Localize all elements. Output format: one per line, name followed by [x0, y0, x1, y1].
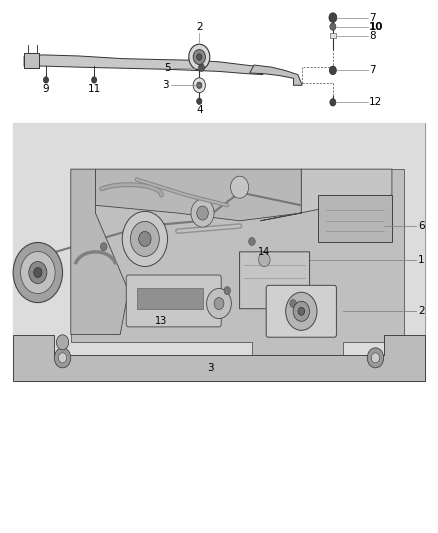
Text: 10: 10: [369, 22, 384, 31]
Polygon shape: [71, 169, 404, 356]
Text: 5: 5: [164, 63, 171, 72]
Circle shape: [21, 252, 55, 294]
Circle shape: [207, 288, 231, 319]
Polygon shape: [24, 53, 39, 68]
Text: 4: 4: [196, 105, 203, 115]
Circle shape: [43, 77, 49, 83]
Circle shape: [54, 348, 71, 368]
Bar: [137, 288, 202, 309]
Polygon shape: [24, 55, 263, 75]
Circle shape: [230, 176, 249, 198]
Polygon shape: [71, 169, 128, 335]
Circle shape: [293, 301, 310, 321]
Circle shape: [329, 13, 337, 22]
Circle shape: [34, 268, 42, 278]
Bar: [13, 123, 425, 381]
Circle shape: [197, 98, 202, 104]
Circle shape: [29, 262, 47, 284]
Text: 7: 7: [369, 66, 376, 75]
Circle shape: [258, 253, 270, 266]
Circle shape: [330, 23, 336, 30]
Circle shape: [197, 82, 202, 88]
Circle shape: [191, 199, 214, 227]
Text: 2: 2: [418, 306, 425, 316]
Polygon shape: [260, 169, 392, 221]
Bar: [13, 123, 425, 381]
Polygon shape: [240, 252, 310, 309]
Polygon shape: [13, 335, 425, 381]
FancyBboxPatch shape: [318, 195, 392, 241]
Text: 7: 7: [369, 13, 376, 22]
Circle shape: [224, 287, 230, 295]
Circle shape: [189, 44, 210, 70]
Circle shape: [329, 66, 336, 75]
Text: 6: 6: [418, 221, 425, 231]
Text: 8: 8: [369, 31, 376, 41]
Polygon shape: [95, 169, 301, 221]
Circle shape: [330, 99, 336, 106]
Circle shape: [371, 353, 380, 363]
Circle shape: [249, 238, 255, 246]
Circle shape: [92, 77, 97, 83]
Circle shape: [57, 335, 69, 350]
Circle shape: [100, 243, 107, 251]
Circle shape: [367, 348, 384, 368]
Circle shape: [298, 308, 305, 316]
Circle shape: [286, 292, 317, 330]
Text: 9: 9: [42, 84, 49, 94]
Circle shape: [193, 78, 205, 93]
Text: 1: 1: [418, 255, 425, 264]
Circle shape: [58, 353, 67, 363]
Text: 3: 3: [162, 80, 169, 90]
Text: 14: 14: [258, 247, 270, 257]
Circle shape: [214, 297, 224, 310]
Text: 3: 3: [208, 363, 214, 373]
Text: 13: 13: [155, 317, 167, 327]
Circle shape: [139, 231, 151, 246]
Text: 11: 11: [88, 84, 101, 94]
Circle shape: [290, 300, 297, 308]
FancyBboxPatch shape: [266, 285, 336, 337]
Circle shape: [197, 54, 202, 60]
Bar: [330, 33, 336, 38]
Circle shape: [13, 243, 63, 303]
Polygon shape: [250, 65, 302, 85]
Circle shape: [122, 212, 167, 266]
Circle shape: [198, 64, 205, 71]
Text: 12: 12: [369, 98, 382, 107]
Circle shape: [193, 50, 205, 64]
FancyBboxPatch shape: [126, 275, 221, 327]
Text: 2: 2: [196, 22, 203, 32]
Circle shape: [197, 206, 208, 220]
Circle shape: [131, 221, 159, 256]
